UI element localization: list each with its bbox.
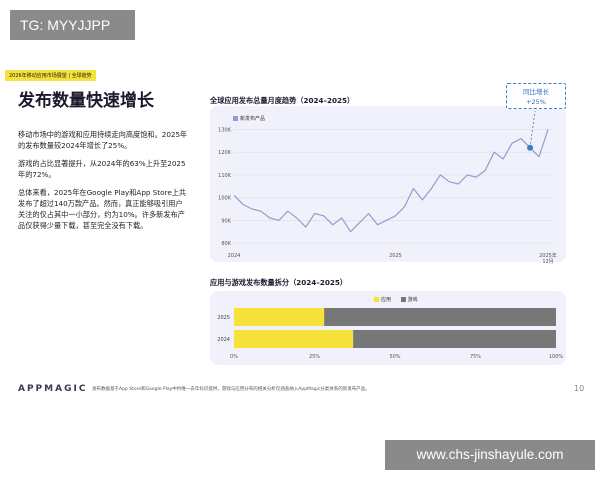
line-chart-ytick-label: 80K (221, 241, 231, 247)
bar-chart-legend: 应用 游戏 (374, 296, 418, 303)
bar-chart-title: 应用与游戏发布数量拆分（2024–2025） (210, 278, 348, 287)
bar-segment-games-2025 (324, 308, 556, 326)
line-chart-xtick-label: 12月 (542, 259, 553, 265)
paragraph-2: 游戏的占比显著提升，从2024年的63%上升至2025年的72%。 (18, 159, 186, 179)
line-chart-ytick-label: 130K (218, 128, 232, 134)
bar-segment-apps-2025 (234, 308, 325, 326)
line-chart-xtick-label: 2025 (389, 253, 402, 259)
line-chart-panel (210, 106, 566, 262)
section-tag: 2026年移动应用市场展望 | 全球趋势 (5, 70, 96, 81)
footer-note: 发布数据基于App Store和Google Play中约唯一去年标识提供，游戏… (92, 387, 370, 392)
bar-chart-xtick-label: 25% (309, 354, 320, 360)
legend-swatch-new (233, 116, 238, 121)
new-releases-series-line (233, 129, 549, 233)
legend-label-games: 游戏 (407, 297, 418, 303)
bar-segment-apps-2024 (234, 330, 354, 348)
bar-chart-xtick-label: 75% (470, 354, 481, 360)
paragraph-1: 移动市场中的游戏和应用持续走向高度饱和。2025年的发布数量较2024年增长了2… (18, 130, 188, 150)
bar-chart-category-label: 2025 (217, 315, 230, 321)
yoy-callout: 同比增长 +25% (506, 83, 566, 109)
bar-chart-xtick-label: 100% (549, 354, 564, 360)
line-chart-ytick-label: 100K (218, 196, 232, 202)
bar-segment-games-2024 (353, 330, 556, 348)
page-number: 10 (574, 384, 585, 393)
bar-chart-category-label: 2024 (217, 337, 230, 343)
callout-value: +25% (526, 98, 546, 106)
line-chart-ytick-label: 90K (221, 218, 231, 224)
bar-chart-panel (210, 291, 566, 365)
bar-chart-xtick-label: 50% (389, 354, 400, 360)
line-chart-ytick-label: 120K (218, 150, 232, 156)
legend-label-new: 新发布产品 (240, 116, 266, 122)
callout-label: 同比增长 (523, 88, 549, 96)
line-chart-title: 全球应用发布总量月度趋势（2024–2025） (210, 96, 355, 105)
line-chart-ytick-label: 110K (218, 173, 232, 179)
legend-swatch-games (400, 297, 406, 302)
legend-swatch-apps (374, 297, 379, 302)
watermark-top: TG: MYYJJPP (10, 10, 135, 40)
legend-label-apps: 应用 (381, 297, 392, 303)
line-chart-xtick-label: 2025年 (539, 252, 557, 259)
watermark-bottom: www.chs-jinshayule.com (385, 440, 595, 470)
line-chart-xtick-label: 2024 (228, 253, 241, 259)
page-title: 发布数量快速增长 (18, 91, 154, 111)
bar-chart-xtick-label: 0% (230, 354, 238, 360)
appmagic-logo: APPMAGIC (18, 384, 88, 394)
paragraph-3: 总体来看，2025年在Google Play和App Store上共发布了超过1… (18, 188, 187, 230)
line-chart-legend: 新发布产品 (233, 115, 265, 122)
highlight-point-marker (527, 144, 534, 151)
